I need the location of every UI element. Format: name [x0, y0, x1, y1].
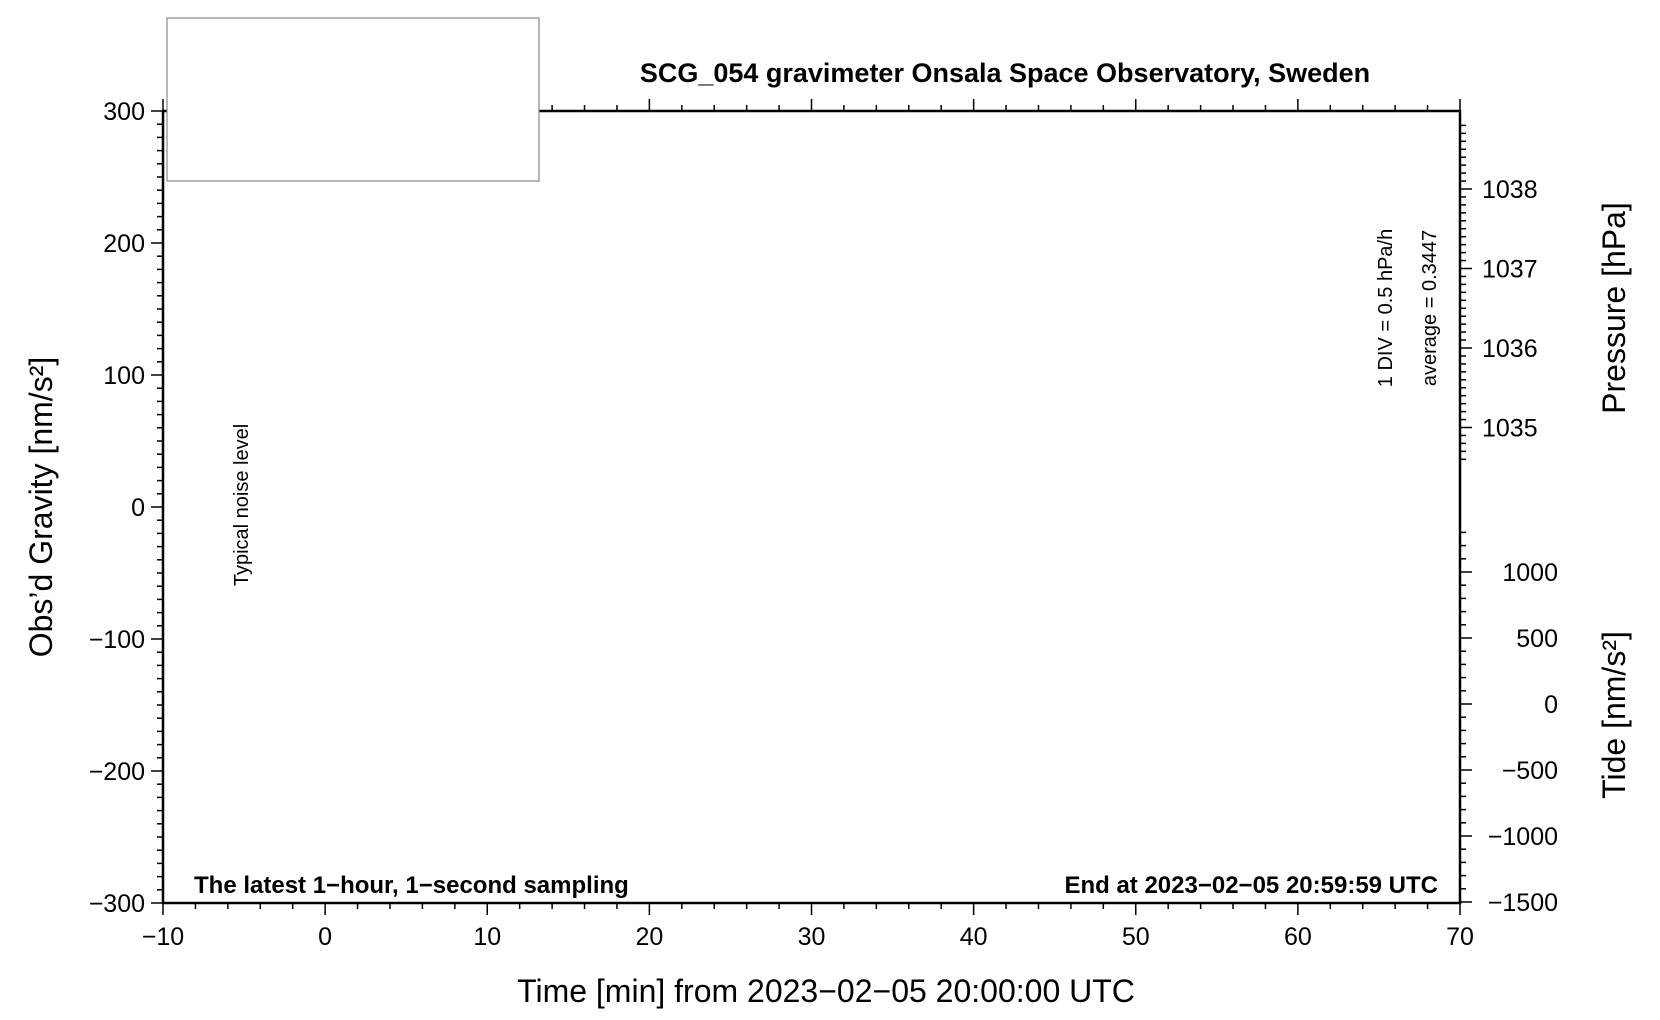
tide-tick-label: −1000 [1488, 823, 1558, 851]
pressure-tick-label: 1038 [1482, 176, 1538, 204]
y-axis-pressure-title: Pressure [hPa] [1596, 202, 1632, 414]
tide-tick-label: −500 [1502, 757, 1558, 785]
x-tick-label: 60 [1284, 923, 1312, 951]
y-tick-label: −200 [89, 758, 145, 786]
tide-tick-label: 1000 [1502, 559, 1558, 587]
annotation-sampling: The latest 1−hour, 1−second sampling [194, 872, 629, 899]
y-tick-label: −100 [89, 626, 145, 654]
y-tick-label: 0 [131, 494, 145, 522]
x-tick-label: 40 [960, 923, 988, 951]
x-axis-title: Time [min] from 2023−02−05 20:00:00 UTC [517, 973, 1135, 1009]
y-tick-label: 300 [103, 98, 145, 126]
y-tick-label: 200 [103, 230, 145, 258]
x-axis: −10 0 10 20 30 40 50 60 70 [142, 99, 1474, 951]
x-tick-label: 70 [1446, 923, 1474, 951]
tide-tick-label: 500 [1516, 625, 1558, 653]
y-axis-left-title: Obs’d Gravity [nm/s²] [23, 357, 59, 658]
x-tick-label: 0 [318, 923, 332, 951]
pressure-tick-label: 1035 [1482, 415, 1538, 443]
dpdt-div-label: 1 DIV = 0.5 hPa/h [1375, 229, 1397, 387]
y-axis-pressure: 1035 1036 1037 1038 [1460, 124, 1538, 461]
tide-tick-label: −1500 [1488, 889, 1558, 917]
legend [166, 17, 540, 182]
y-axis-left: −300 −200 −100 0 100 200 300 [89, 98, 163, 918]
y-axis-tide: −1500 −1000 −500 0 500 1000 [1460, 531, 1558, 917]
dpdt-average-label: average = 0.3447 [1419, 230, 1441, 386]
chart-title: SCG_054 gravimeter Onsala Space Observat… [640, 58, 1370, 88]
y-tick-label: 100 [103, 362, 145, 390]
x-tick-label: 20 [635, 923, 663, 951]
x-tick-label: 30 [798, 923, 826, 951]
annotation-end-time: End at 2023−02−05 20:59:59 UTC [1064, 872, 1438, 899]
legend-box [166, 17, 540, 182]
pressure-tick-label: 1037 [1482, 256, 1538, 284]
noise-level-label: Typical noise level [231, 424, 253, 586]
pressure-tick-label: 1036 [1482, 335, 1538, 363]
y-axis-tide-title: Tide [nm/s²] [1596, 631, 1632, 799]
y-tick-label: −300 [89, 890, 145, 918]
x-tick-label: 50 [1122, 923, 1150, 951]
tide-tick-label: 0 [1544, 691, 1558, 719]
x-tick-label: 10 [473, 923, 501, 951]
x-tick-label: −10 [142, 923, 184, 951]
y-axis-left-title-text: Obs’d Gravity [nm/s²] [23, 357, 59, 658]
